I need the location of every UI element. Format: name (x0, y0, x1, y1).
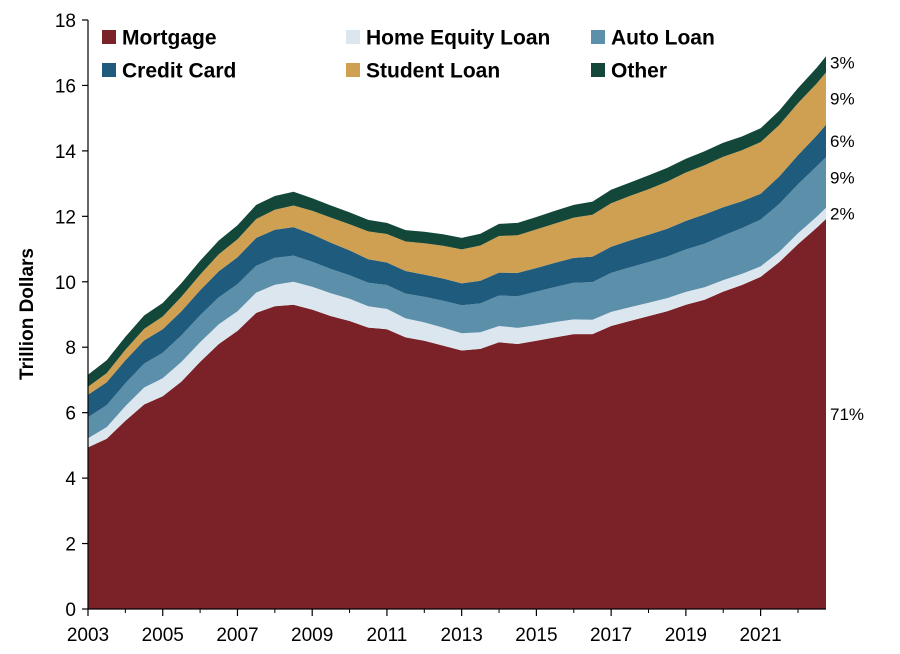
share-label-credit-card: 6% (830, 132, 855, 151)
y-tick-label: 4 (65, 469, 76, 490)
y-tick-label: 16 (55, 76, 76, 97)
y-tick-label: 8 (65, 338, 76, 359)
share-label-home-equity-loan: 2% (830, 204, 855, 223)
x-tick-label: 2003 (67, 625, 109, 646)
x-tick-label: 2011 (367, 625, 408, 646)
y-tick-label: 18 (55, 11, 76, 32)
y-tick-label: 0 (65, 600, 76, 621)
share-label-other: 3% (830, 54, 855, 73)
legend: Mortgage Home Equity Loan Auto Loan Credit … (102, 27, 715, 83)
y-tick-label: 10 (55, 273, 76, 294)
x-tick-label: 2013 (441, 625, 483, 646)
x-tick-label: 2005 (142, 625, 184, 646)
legend-swatch-auto-loan (591, 30, 605, 44)
x-tick-label: 2021 (739, 625, 781, 646)
y-tick-label: 2 (65, 535, 76, 556)
legend-label-student-loan: Student Loan (366, 60, 500, 83)
x-tick-label: 2019 (665, 625, 707, 646)
legend-label-home-equity-loan: Home Equity Loan (366, 27, 550, 50)
area-auto-loan (88, 157, 826, 439)
legend-label-credit-card: Credit Card (122, 60, 236, 83)
legend-label-mortgage: Mortgage (122, 27, 217, 50)
legend-swatch-credit-card (102, 63, 116, 77)
y-tick-label: 12 (55, 207, 76, 228)
legend-swatch-home-equity-loan (346, 30, 360, 44)
legend-swatch-student-loan (346, 63, 360, 77)
legend-label-auto-loan: Auto Loan (611, 27, 715, 50)
x-tick-label: 2015 (515, 625, 557, 646)
x-tick-label: 2017 (590, 625, 632, 646)
share-label-student-loan: 9% (830, 90, 855, 109)
share-label-auto-loan: 9% (830, 168, 855, 187)
legend-label-other: Other (611, 60, 667, 83)
area-home-equity-loan (88, 207, 826, 448)
x-tick-label: 2007 (216, 625, 258, 646)
stacked-areas (88, 56, 826, 609)
share-labels: 71% 2% 9% 6% 9% 3% (830, 54, 864, 424)
area-credit-card (88, 124, 826, 418)
area-mortgage (88, 219, 826, 609)
y-tick-label: 6 (65, 404, 76, 425)
legend-swatch-mortgage (102, 30, 116, 44)
legend-swatch-other (591, 63, 605, 77)
share-label-mortgage: 71% (830, 405, 864, 424)
y-tick-label: 14 (55, 142, 77, 163)
axes: 0 2 4 6 8 10 12 14 16 18 2003 2005 2007 2009 2011 2013 2… (55, 11, 826, 646)
x-tick-label: 2009 (291, 625, 333, 646)
y-axis-title: Trillion Dollars (17, 248, 38, 380)
